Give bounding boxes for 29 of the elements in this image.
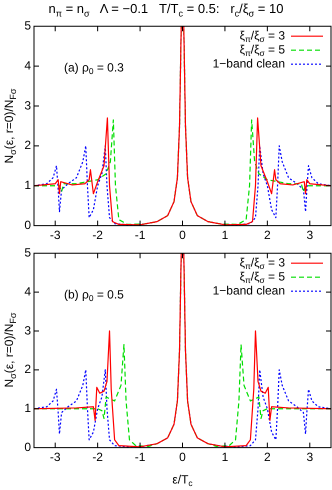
x-tick-label: -3 [50,450,61,464]
x-tick-label: 1 [222,450,229,464]
y-tick-label: 5 [24,246,32,260]
x-tick-label: -1 [134,228,146,242]
y-tick-label: 2 [24,138,32,152]
x-tick-label: -1 [134,450,146,464]
y-tick-label: 3 [24,98,32,112]
x-tick-label: -3 [50,228,61,242]
x-tick-label: 2 [264,228,272,242]
y-tick-label: 0 [24,440,32,454]
x-tick-label: 3 [306,450,314,464]
y-tick-label: 4 [24,58,32,72]
y-tick-label: 4 [24,284,32,298]
x-tick-label: -2 [92,450,104,464]
y-tick-label: 1 [24,401,32,416]
x-tick-label: 0 [179,450,186,464]
x-tick-label: 0 [179,228,186,242]
y-tick-label: 0 [24,218,32,232]
x-tick-label: 2 [264,450,272,464]
y-tick-label: 1 [24,178,32,192]
x-tick-label: 3 [306,228,314,242]
y-tick-label: 2 [24,362,32,376]
chart-title: n$_{π}$ = n$_{σ}$ Λ = −0.1 T/T$_{c}$ = 0.5: r$_{c}$/ξ$_{σ}$ = 10 [48,1,284,19]
x-tick-label: 1 [222,228,229,242]
x-tick-label: -2 [92,228,104,242]
legend-label: 1−band clean [212,284,286,298]
y-tick-label: 3 [24,323,32,338]
y-tick-label: 5 [24,18,32,33]
legend-label: 1−band clean [212,56,286,71]
